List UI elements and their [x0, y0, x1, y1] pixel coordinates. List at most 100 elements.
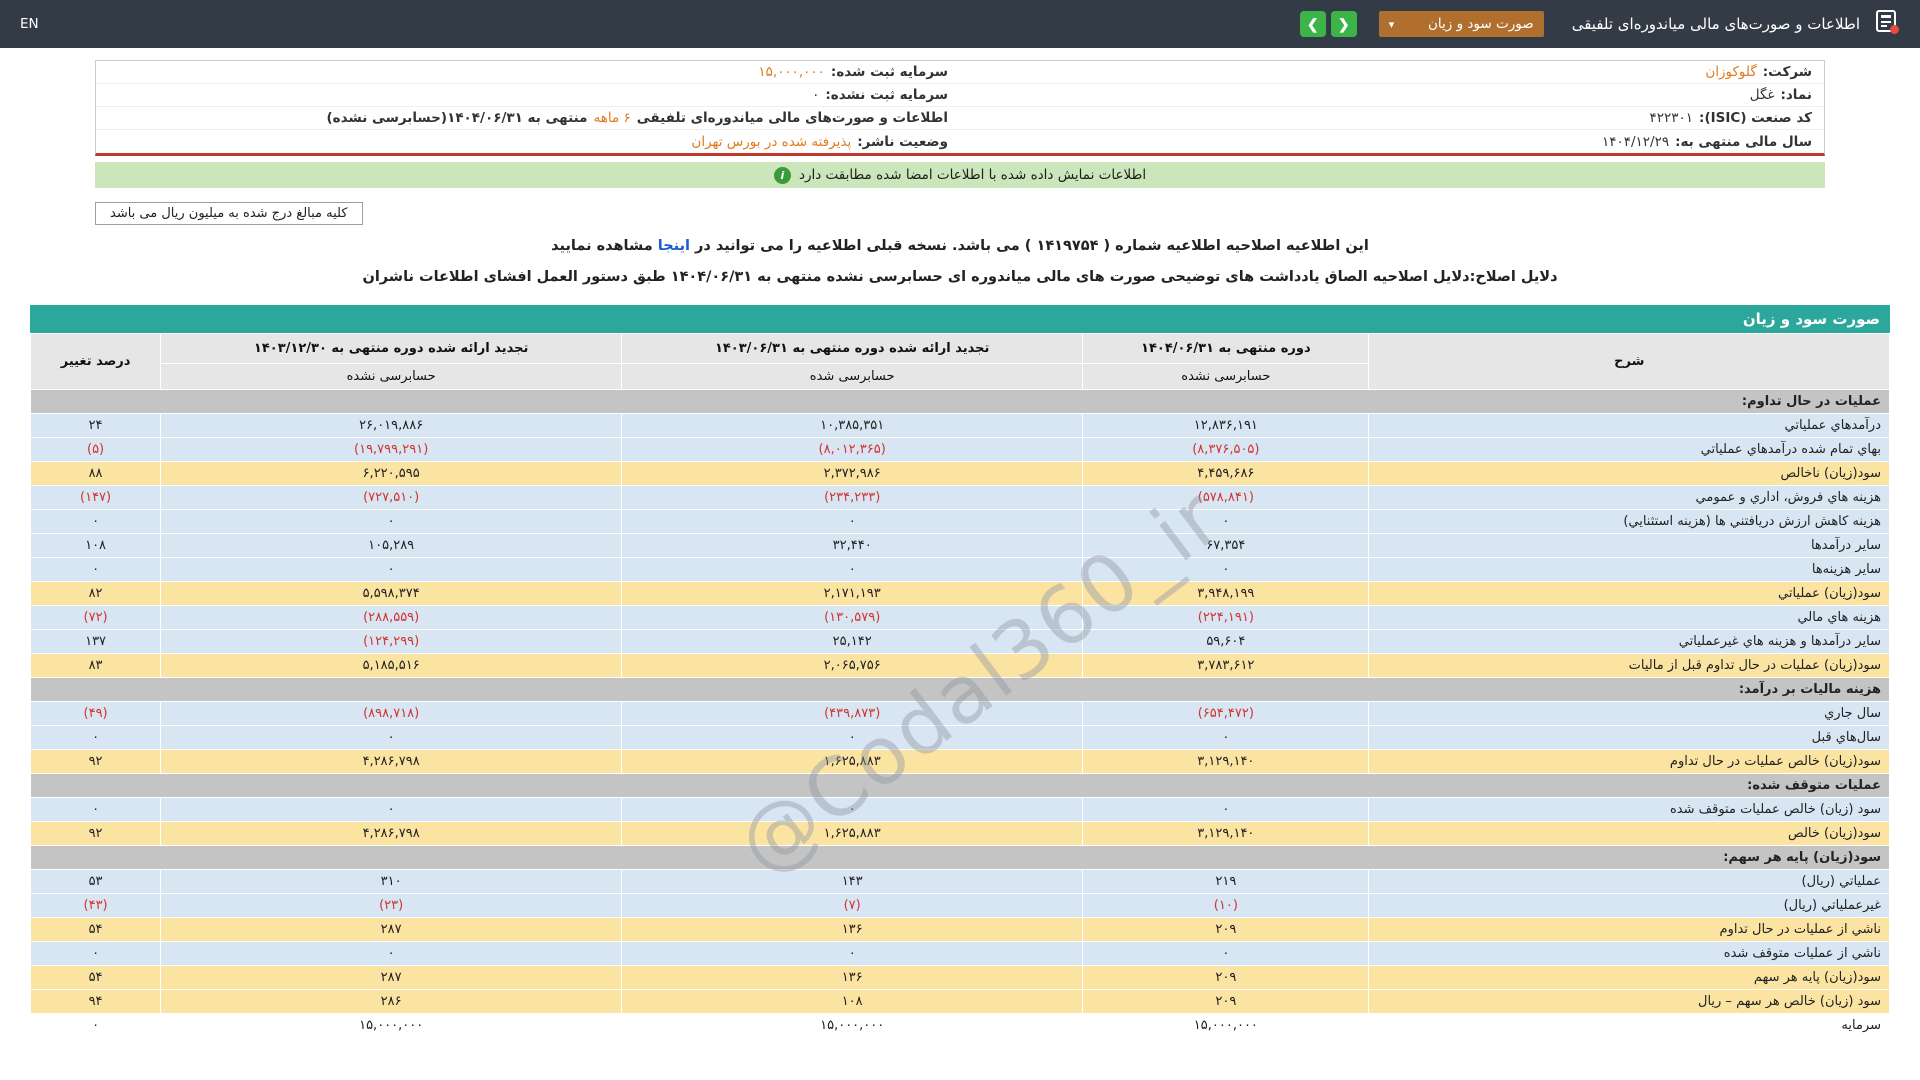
cell-restated-year-period: (۷۲۷,۵۱۰)	[160, 485, 623, 510]
section-label: هزينه ماليات بر درآمد:	[30, 677, 1890, 702]
info-label: نماد:	[1780, 87, 1812, 103]
table-row: سود (زيان) خالص عمليات متوقف شده ۰ ۰ ۰ ۰	[29, 797, 1890, 822]
info-label: سال مالی منتهی به:	[1675, 133, 1812, 150]
chevron-down-icon: ▾	[1388, 17, 1395, 31]
table-row: سال جاري (۶۵۴,۴۷۲) (۴۳۹,۸۷۳) (۸۹۸,۷۱۸) (۴۹)	[29, 701, 1890, 726]
info-value-suffix: منتهی به ۱۴۰۴/۰۶/۳۱(حسابرسی نشده)	[326, 110, 588, 126]
cell-current-period: (۱۰)	[1082, 893, 1370, 918]
banner-text: اطلاعات نمایش داده شده با اطلاعات امضا ش…	[798, 167, 1147, 183]
previous-version-link[interactable]: اینجا	[657, 238, 690, 254]
statement-type-dropdown[interactable]: صورت سود و زیان ▾	[1378, 11, 1544, 37]
cell-current-period: ۰	[1082, 509, 1370, 534]
table-row: ساير درآمدها و هزينه هاي غيرعملياتي ۵۹,۶۰…	[29, 629, 1890, 654]
info-value: ۱۴۰۴/۱۲/۲۹	[1601, 133, 1670, 150]
prev-sheet-button[interactable]: ❯	[1299, 11, 1326, 37]
amendment-line-1: این اطلاعیه اصلاحیه اطلاعیه شماره ( ۱۴۱۹…	[0, 238, 1920, 254]
info-value: ۶ ماهه	[593, 110, 631, 126]
info-label: سرمایه ثبت نشده:	[825, 87, 948, 103]
cell-change-percent: ۰	[29, 509, 162, 534]
info-label: سرمایه ثبت شده:	[830, 64, 948, 80]
language-toggle-en[interactable]: EN	[20, 16, 39, 32]
cell-restated-mid-period: ۰	[621, 941, 1084, 966]
row-label: ناشي از عمليات متوقف شده	[1368, 941, 1890, 966]
cell-current-period: (۵۷۸,۸۴۱)	[1082, 485, 1370, 510]
cell-change-percent: ۰	[29, 941, 162, 966]
cell-change-percent: ۸۲	[29, 581, 162, 606]
cell-current-period: ۱۲,۸۳۶,۱۹۱	[1082, 413, 1370, 438]
cell-restated-mid-period: ۰	[621, 557, 1084, 582]
cell-change-percent: (۵)	[29, 437, 162, 462]
info-value: گلوکوزان	[1705, 64, 1757, 80]
cell-change-percent: ۰	[29, 725, 162, 750]
table-row: سرمايه ۱۵,۰۰۰,۰۰۰ ۱۵,۰۰۰,۰۰۰ ۱۵,۰۰۰,۰۰۰ ۰	[29, 1013, 1890, 1038]
section-row: عملیات در حال تداوم:	[30, 389, 1890, 414]
company-info-left: سرمایه ثبت شده: ۱۵,۰۰۰,۰۰۰ سرمایه ثبت نشده…	[96, 61, 960, 153]
row-label: ساير درآمدها و هزينه هاي غيرعملياتي	[1368, 629, 1890, 654]
cell-restated-year-period: ۲۶,۰۱۹,۸۸۶	[160, 413, 623, 438]
cell-current-period: ۶۷,۳۵۴	[1082, 533, 1370, 558]
cell-restated-mid-period: (۲۳۴,۲۳۳)	[621, 485, 1084, 510]
col-header-period-restated-year: تجدید ارائه شده دوره منتهی به ۱۴۰۳/۱۲/۳۰	[160, 333, 623, 364]
cell-current-period: ۳,۱۲۹,۱۴۰	[1082, 821, 1370, 846]
cell-restated-mid-period: ۱۰,۳۸۵,۳۵۱	[621, 413, 1084, 438]
table-row: ساير هزينه‌ها ۰ ۰ ۰ ۰	[29, 557, 1890, 582]
row-label: هزينه کاهش ارزش دريافتني ها (هزينه استثن…	[1368, 509, 1890, 534]
statement-type-selected-value: صورت سود و زیان	[1428, 16, 1534, 32]
row-label: درآمدهاي عملياتي	[1368, 413, 1890, 438]
top-bar: اطلاعات و صورت‌های مالی میاندوره‌ای تلفی…	[0, 0, 1920, 48]
cell-restated-mid-period: (۱۳۰,۵۷۹)	[621, 605, 1084, 630]
info-value: ۰	[812, 87, 820, 103]
cell-restated-year-period: ۰	[160, 557, 623, 582]
cell-current-period: ۰	[1082, 941, 1370, 966]
publisher-report-icon	[1874, 9, 1900, 39]
cell-restated-year-period: ۱۵,۰۰۰,۰۰۰	[160, 1013, 623, 1038]
info-row: وضعیت ناشر: پذیرفته شده در بورس تهران	[96, 130, 960, 153]
col-header-change-percent: درصد تغییر	[29, 333, 162, 390]
row-label: سال‌هاي قبل	[1368, 725, 1890, 750]
section-label: عمليات متوقف شده:	[30, 773, 1890, 798]
cell-restated-year-period: ۲۸۷	[160, 965, 623, 990]
table-row: هزينه هاي فروش، اداري و عمومي (۵۷۸,۸۴۱) (۲…	[29, 485, 1890, 510]
table-row: سود(زيان) ناخالص ۴,۴۵۹,۶۸۶ ۲,۳۷۲,۹۸۶ ۶,۲۲۰,…	[29, 461, 1890, 486]
cell-restated-year-period: (۸۹۸,۷۱۸)	[160, 701, 623, 726]
income-statement-body: عملیات در حال تداوم: درآمدهاي عملياتي ۱۲,۸…	[29, 389, 1890, 1038]
cell-change-percent: ۰	[29, 557, 162, 582]
subheader-audit-status-year: حسابرسی نشده	[160, 363, 623, 390]
info-row: نماد: غگل	[960, 84, 1824, 107]
cell-change-percent: ۲۴	[29, 413, 162, 438]
company-info-right: شرکت: گلوکوزان نماد: غگل کد صنعت (ISIC): ۴۲۲۳…	[960, 61, 1824, 153]
cell-restated-year-period: (۱۹,۷۹۹,۲۹۱)	[160, 437, 623, 462]
cell-restated-mid-period: ۱۳۶	[621, 965, 1084, 990]
cell-restated-year-period: (۲۸۸,۵۵۹)	[160, 605, 623, 630]
table-row: سود(زيان) خالص ۳,۱۲۹,۱۴۰ ۱,۶۲۵,۸۸۳ ۴,۲۸۶,۷۹…	[29, 821, 1890, 846]
cell-restated-mid-period: ۲,۱۷۱,۱۹۳	[621, 581, 1084, 606]
cell-change-percent: ۸۸	[29, 461, 162, 486]
cell-restated-year-period: ۰	[160, 941, 623, 966]
cell-current-period: ۰	[1082, 557, 1370, 582]
row-label: هزينه هاي مالي	[1368, 605, 1890, 630]
cell-restated-mid-period: (۸,۰۱۲,۳۶۵)	[621, 437, 1084, 462]
cell-current-period: ۳,۷۸۳,۶۱۲	[1082, 653, 1370, 678]
row-label: سود(زيان) عملياتي	[1368, 581, 1890, 606]
chevron-right-icon: ❮	[1337, 15, 1350, 32]
cell-current-period: ۲۱۹	[1082, 869, 1370, 894]
amendment-line-1-text: این اطلاعیه اصلاحیه اطلاعیه شماره ( ۱۴۱۹…	[694, 238, 1369, 254]
cell-current-period: ۲۰۹	[1082, 989, 1370, 1014]
cell-change-percent: ۰	[29, 797, 162, 822]
row-label: سود(زيان) پايه هر سهم	[1368, 965, 1890, 990]
info-value: ۴۲۲۳۰۱	[1649, 110, 1694, 126]
table-row: غيرعملياتي (ريال) (۱۰) (۷) (۲۳) (۴۳)	[29, 893, 1890, 918]
cell-current-period: (۲۲۴,۱۹۱)	[1082, 605, 1370, 630]
row-label: ساير هزينه‌ها	[1368, 557, 1890, 582]
row-label: سود (زيان) خالص عمليات متوقف شده	[1368, 797, 1890, 822]
cell-restated-mid-period: (۷)	[621, 893, 1084, 918]
info-label: کد صنعت (ISIC):	[1699, 110, 1812, 126]
next-sheet-button[interactable]: ❮	[1330, 11, 1357, 37]
income-statement-table: شرح دوره منتهی به ۱۴۰۴/۰۶/۳۱ تجدید ارائه…	[29, 333, 1890, 1038]
cell-restated-year-period: ۴,۲۸۶,۷۹۸	[160, 821, 623, 846]
table-row: سال‌هاي قبل ۰ ۰ ۰ ۰	[29, 725, 1890, 750]
info-icon: i	[773, 166, 791, 184]
info-row: شرکت: گلوکوزان	[960, 61, 1824, 84]
col-header-description: شرح	[1368, 333, 1890, 390]
cell-change-percent: (۱۴۷)	[29, 485, 162, 510]
